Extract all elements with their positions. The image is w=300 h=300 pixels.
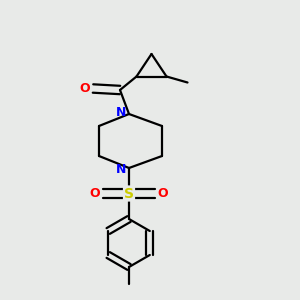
Text: O: O <box>90 187 101 200</box>
Text: N: N <box>116 163 127 176</box>
Text: N: N <box>116 106 127 119</box>
Text: S: S <box>124 187 134 200</box>
Text: O: O <box>79 82 90 95</box>
Text: O: O <box>158 187 168 200</box>
